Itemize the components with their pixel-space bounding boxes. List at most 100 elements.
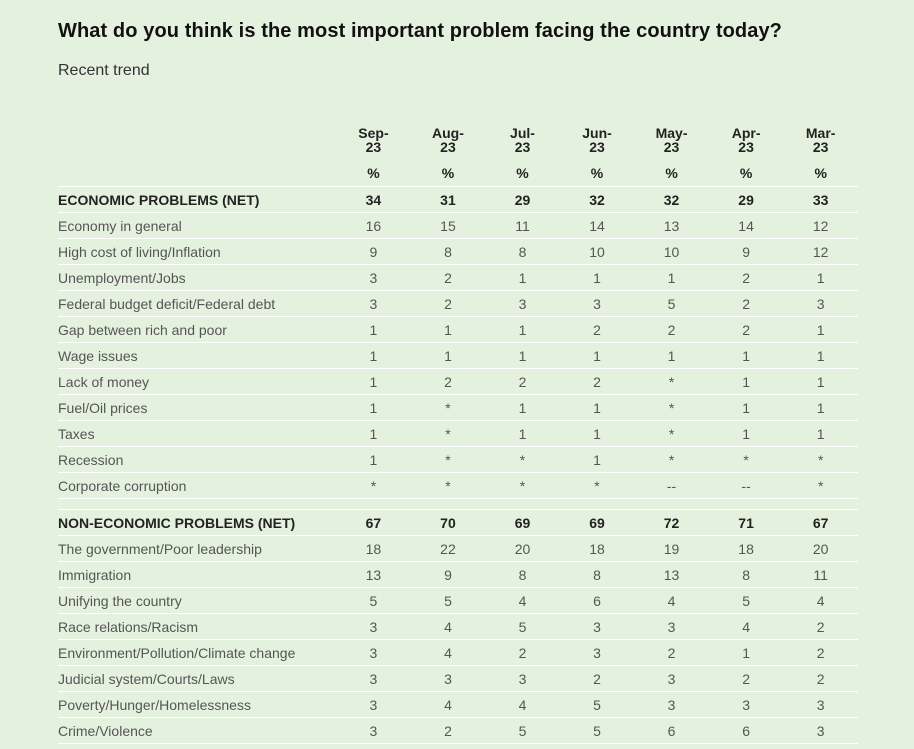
value-cell: 1 [708, 368, 784, 395]
value-cell: 5 [485, 717, 560, 744]
table-row: Gap between rich and poor 1 1 1 2 2 2 1 [58, 316, 858, 343]
value-cell: * [559, 472, 635, 499]
net-value-cell: 29 [708, 186, 784, 213]
value-cell: 4 [634, 587, 709, 614]
column-header-bottom: 23 [365, 139, 382, 155]
value-cell: 9 [708, 238, 784, 265]
value-cell: 6 [559, 587, 635, 614]
value-cell: 2 [634, 639, 709, 666]
value-cell: * [708, 446, 784, 473]
unit-cell: % [634, 154, 709, 187]
value-cell: 1 [336, 368, 411, 395]
value-cell: * [410, 446, 486, 473]
table-row: High cost of living/Inflation 9 8 8 10 10 9 12 [58, 238, 858, 265]
value-cell: 2 [485, 639, 560, 666]
row-label: Immigration [58, 561, 337, 588]
group-spacer-row [58, 498, 858, 510]
value-cell: 3 [336, 264, 411, 291]
unit-cell: % [783, 154, 858, 187]
value-cell: 3 [634, 691, 709, 718]
column-header-bottom: 23 [812, 139, 829, 155]
value-cell: 4 [485, 587, 560, 614]
value-cell: 3 [783, 717, 858, 744]
value-cell: 2 [410, 290, 486, 317]
header-row: Sep- 23 Aug- 23 Jul- 23 Jun- 23 May- 23 Apr- 2… [58, 120, 858, 154]
value-cell: * [634, 368, 709, 395]
value-cell: 1 [559, 394, 635, 421]
value-cell: 6 [708, 717, 784, 744]
value-cell: 16 [336, 212, 411, 239]
value-cell: 3 [336, 691, 411, 718]
value-cell: 1 [485, 394, 560, 421]
table-row: Economy in general 16 15 11 14 13 14 12 [58, 212, 858, 239]
value-cell: 13 [634, 212, 709, 239]
value-cell: 1 [783, 368, 858, 395]
unit-cell: % [410, 154, 486, 187]
value-cell: * [410, 394, 486, 421]
row-label: Federal budget deficit/Federal debt [58, 290, 337, 317]
value-cell: 3 [559, 290, 635, 317]
row-label: Lack of money [58, 368, 337, 395]
value-cell: 1 [485, 316, 560, 343]
group-spacer-cell [58, 498, 858, 510]
net-value-cell: 72 [634, 509, 709, 536]
value-cell: 18 [336, 535, 411, 562]
column-header-sep-23: Sep- 23 [336, 120, 411, 154]
value-cell: 3 [783, 290, 858, 317]
row-label: Fuel/Oil prices [58, 394, 337, 421]
value-cell: 3 [634, 613, 709, 640]
value-cell: 5 [485, 613, 560, 640]
column-header-top: Aug- [432, 125, 464, 141]
value-cell: 6 [634, 717, 709, 744]
table-row: Unifying the country 5 5 4 6 4 5 4 [58, 587, 858, 614]
value-cell: 3 [336, 665, 411, 692]
net-value-cell: 34 [336, 186, 411, 213]
value-cell: 20 [783, 535, 858, 562]
value-cell: 2 [559, 368, 635, 395]
net-value-cell: 71 [708, 509, 784, 536]
trend-table: Sep- 23 Aug- 23 Jul- 23 Jun- 23 May- 23 Apr- 2… [58, 120, 858, 744]
table-row: Environment/Pollution/Climate change 3 4 2 3… [58, 639, 858, 666]
value-cell: 2 [634, 316, 709, 343]
value-cell: 2 [708, 264, 784, 291]
column-header-top: Jul- [510, 125, 535, 141]
column-header-bottom: 23 [738, 139, 754, 155]
value-cell: 10 [559, 238, 635, 265]
trend-table-body: % % % % % % % ECONOMIC PROBLEMS (NET) 34 3… [58, 154, 858, 744]
table-row: Recession 1 * * 1 * * * [58, 446, 858, 473]
table-row: Unemployment/Jobs 3 2 1 1 1 2 1 [58, 264, 858, 291]
table-row: Crime/Violence 3 2 5 5 6 6 3 [58, 717, 858, 744]
column-header-apr-23: Apr- 23 [709, 120, 784, 154]
net-value-cell: 70 [410, 509, 486, 536]
net-value-cell: 29 [485, 186, 560, 213]
value-cell: 1 [783, 394, 858, 421]
value-cell: 12 [783, 238, 858, 265]
value-cell: 5 [559, 691, 635, 718]
value-cell: 18 [559, 535, 635, 562]
value-cell: 8 [410, 238, 486, 265]
value-cell: 2 [708, 290, 784, 317]
value-cell: 9 [336, 238, 411, 265]
value-cell: 14 [559, 212, 635, 239]
net-value-cell: 32 [559, 186, 635, 213]
value-cell: 3 [336, 717, 411, 744]
value-cell: 2 [485, 368, 560, 395]
net-value-cell: 69 [559, 509, 635, 536]
value-cell: 1 [783, 420, 858, 447]
chart-subtitle: Recent trend [58, 62, 150, 79]
table-row: Corporate corruption * * * * -- -- * [58, 472, 858, 499]
value-cell: 4 [783, 587, 858, 614]
row-label: Wage issues [58, 342, 337, 369]
value-cell: 1 [485, 264, 560, 291]
value-cell: 3 [559, 613, 635, 640]
value-cell: 1 [559, 446, 635, 473]
value-cell: 1 [336, 342, 411, 369]
value-cell: 1 [783, 264, 858, 291]
value-cell: 20 [485, 535, 560, 562]
value-cell: 22 [410, 535, 486, 562]
row-label: Judicial system/Courts/Laws [58, 665, 337, 692]
unit-row: % % % % % % % [58, 154, 858, 187]
value-cell: 4 [410, 691, 486, 718]
table-row: Poverty/Hunger/Homelessness 3 4 4 5 3 3 3 [58, 691, 858, 718]
value-cell: 2 [783, 639, 858, 666]
